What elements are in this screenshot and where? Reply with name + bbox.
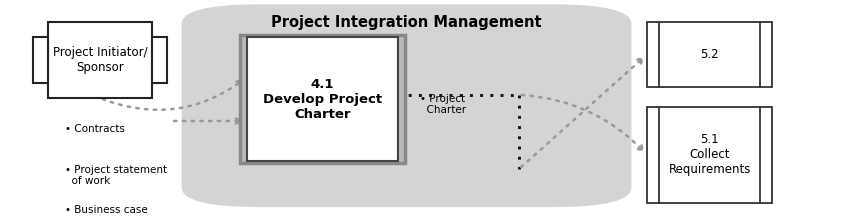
Text: • Project
  Charter: • Project Charter — [420, 94, 465, 116]
Text: Project Integration Management: Project Integration Management — [272, 15, 541, 30]
Text: Project Initiator/
Sponsor: Project Initiator/ Sponsor — [53, 46, 147, 74]
Text: • Contracts: • Contracts — [65, 124, 125, 134]
FancyBboxPatch shape — [151, 37, 167, 83]
FancyBboxPatch shape — [240, 35, 405, 163]
Text: • Business case: • Business case — [65, 205, 148, 215]
FancyBboxPatch shape — [48, 22, 151, 98]
Text: 5.2: 5.2 — [701, 48, 719, 61]
FancyBboxPatch shape — [647, 107, 772, 203]
FancyBboxPatch shape — [182, 4, 631, 207]
FancyBboxPatch shape — [647, 22, 772, 87]
FancyBboxPatch shape — [247, 37, 398, 161]
Text: 5.1
Collect
Requirements: 5.1 Collect Requirements — [669, 133, 751, 176]
FancyBboxPatch shape — [33, 37, 48, 83]
Text: 4.1
Develop Project
Charter: 4.1 Develop Project Charter — [263, 78, 381, 121]
Text: • Project statement
  of work: • Project statement of work — [65, 165, 167, 186]
